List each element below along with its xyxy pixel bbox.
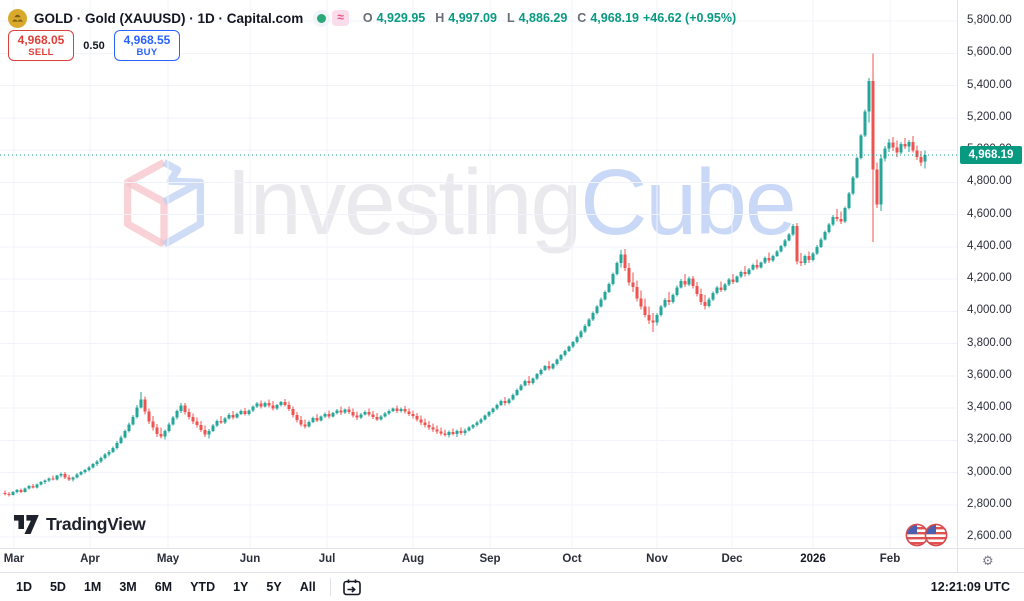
clock-display[interactable]: 12:21:09 UTC (930, 580, 1010, 594)
sell-button[interactable]: 4,968.05 SELL (8, 30, 74, 61)
price-tick-label: 3,200.00 (967, 433, 1012, 446)
approx-price-badge[interactable]: ≈ (332, 10, 349, 26)
price-tick-label: 2,800.00 (967, 497, 1012, 510)
bottom-toolbar: 1D 5D 1M 3M 6M YTD 1Y 5Y All 12:21:09 UTC (0, 572, 1024, 601)
range-button-3m[interactable]: 3M (119, 580, 137, 594)
ohlc-values: O 4,929.95 H 4,997.09 L 4,886.29 C 4,968.19 … (363, 11, 736, 25)
range-button-1m[interactable]: 1M (83, 580, 102, 594)
axis-corner: ⚙ (957, 548, 1024, 572)
watermark-text-investing: Investing (226, 150, 582, 254)
gear-icon[interactable]: ⚙ (982, 553, 994, 568)
tradingview-logo[interactable]: TradingView (13, 514, 146, 535)
sell-label: SELL (28, 46, 54, 58)
range-button-all[interactable]: All (299, 580, 316, 594)
watermark-text-cube: Cube (580, 150, 796, 254)
high-value: 4,997.09 (448, 11, 497, 25)
tradingview-logo-icon (14, 515, 39, 534)
price-tick-label: 3,000.00 (967, 465, 1012, 478)
tradingview-logo-text: TradingView (46, 514, 146, 534)
close-label: C (577, 11, 587, 25)
close-value: 4,968.19 (590, 11, 639, 25)
symbol-title[interactable]: GOLD · Gold (XAUUSD) · 1D · Capital.com (34, 10, 304, 26)
time-axis[interactable]: Mar Apr May Jun Jul Aug Sep Oct Nov Dec 2026 Feb (0, 548, 957, 572)
range-buttons: 1D 5D 1M 3M 6M YTD 1Y 5Y All (14, 578, 318, 596)
time-tick-label-2026: 2026 (800, 553, 826, 565)
current-price-label: 4,968.19 (960, 146, 1022, 165)
investingcube-watermark: Investing Cube (112, 150, 797, 254)
trade-panel: 4,968.05 SELL 0.50 4,968.55 BUY (8, 30, 180, 61)
chart-pane[interactable]: Investing Cube GOLD · Gold (XAUUSD) · 1D … (0, 0, 957, 548)
time-tick-label-may: May (156, 553, 180, 565)
open-label: O (362, 11, 373, 25)
price-tick-label: 2,600.00 (967, 530, 1012, 542)
price-tick-label: 3,400.00 (967, 401, 1012, 413)
time-tick-label-oct: Oct (562, 553, 582, 565)
price-tick-label: 4,400.00 (967, 239, 1012, 252)
range-button-5d[interactable]: 5D (49, 580, 66, 594)
symbol-legend[interactable]: GOLD · Gold (XAUUSD) · 1D · Capital.com … (8, 8, 736, 28)
price-tick-label: 5,600.00 (967, 46, 1012, 59)
calendar-icon (342, 579, 361, 595)
market-status-dot[interactable] (317, 13, 327, 23)
price-tick-label: 5,400.00 (967, 78, 1012, 91)
time-tick-label-jul: Jul (318, 553, 336, 565)
range-button-1d[interactable]: 1D (16, 580, 32, 594)
low-label: L (506, 11, 515, 25)
time-tick-label-dec: Dec (721, 553, 743, 565)
time-tick-label-jun: Jun (239, 553, 261, 565)
price-tick-label: 4,200.00 (967, 272, 1012, 284)
time-tick-label-feb: Feb (879, 553, 901, 565)
price-tick-label: 4,600.00 (967, 207, 1012, 220)
range-button-1y[interactable]: 1Y (233, 580, 249, 594)
price-tick-label: 5,800.00 (967, 14, 1012, 26)
range-button-ytd[interactable]: YTD (190, 580, 216, 594)
time-tick-label-nov: Nov (646, 553, 668, 565)
price-tick-label: 3,800.00 (967, 336, 1012, 349)
high-label: H (435, 11, 445, 25)
buy-label: BUY (136, 46, 158, 58)
time-tick-label-sep: Sep (479, 553, 501, 565)
go-to-date-button[interactable] (342, 579, 362, 596)
buy-price: 4,968.55 (123, 32, 171, 47)
range-button-5y[interactable]: 5Y (266, 580, 282, 594)
price-axis[interactable]: 5,800.005,600.005,400.005,200.005,000.00… (957, 0, 1024, 548)
change-value: +46.62 (+0.95%) (642, 11, 737, 25)
price-tick-label: 5,200.00 (967, 110, 1012, 123)
buy-button[interactable]: 4,968.55 BUY (114, 30, 180, 61)
sell-price: 4,968.05 (17, 32, 65, 47)
time-tick-label-aug: Aug (401, 553, 425, 565)
us-flags-icon (904, 521, 950, 548)
low-value: 4,886.29 (518, 11, 568, 25)
toolbar-divider (329, 578, 331, 596)
price-tick-label: 4,000.00 (967, 304, 1012, 317)
investingcube-cube-icon (123, 159, 205, 248)
price-tick-label: 4,800.00 (967, 175, 1012, 188)
price-tick-label: 3,600.00 (967, 368, 1012, 381)
open-value: 4,929.95 (376, 11, 426, 25)
candlestick-chart[interactable] (0, 0, 957, 548)
spread-value: 0.50 (83, 39, 105, 52)
range-button-6m[interactable]: 6M (154, 580, 173, 594)
time-tick-label-apr: Apr (80, 553, 100, 565)
gold-coin-icon (8, 8, 27, 28)
time-tick-label-mar: Mar (3, 553, 25, 565)
